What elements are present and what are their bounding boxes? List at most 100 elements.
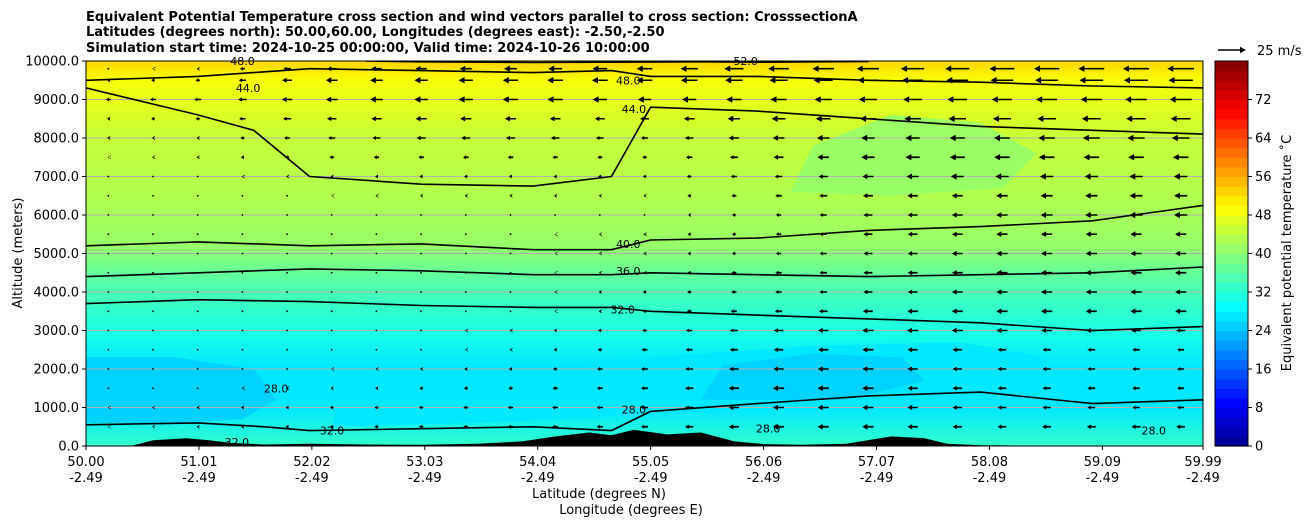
wind-vector bbox=[553, 367, 558, 371]
wind-vector bbox=[732, 213, 736, 217]
colorbar-label: Equivalent potential temperature ˚C bbox=[1279, 135, 1295, 371]
wind-vector bbox=[152, 405, 156, 410]
wind-vector bbox=[196, 348, 199, 351]
wind-vector bbox=[992, 115, 1011, 122]
wind-vector bbox=[772, 135, 785, 141]
wind-vector bbox=[1175, 231, 1187, 237]
wind-vector bbox=[420, 348, 422, 351]
wind-vector bbox=[418, 424, 424, 429]
colorbar-segment bbox=[1215, 186, 1248, 197]
wind-vector bbox=[196, 155, 200, 160]
colorbar-segment bbox=[1215, 330, 1248, 341]
wind-vector bbox=[509, 252, 512, 255]
wind-vector bbox=[1132, 405, 1140, 410]
y-tick-label: 0.0 bbox=[58, 440, 79, 455]
wind-vector bbox=[283, 116, 292, 121]
wind-vector bbox=[463, 386, 468, 391]
wind-vector bbox=[239, 66, 245, 71]
x-tick-label-lon: -2.49 bbox=[295, 471, 329, 486]
wind-vector bbox=[241, 424, 244, 429]
wind-vector bbox=[949, 154, 965, 161]
wind-vector bbox=[775, 232, 782, 237]
wind-vector bbox=[1128, 154, 1144, 161]
colorbar-tick-label: 64 bbox=[1255, 132, 1272, 147]
wind-vector bbox=[729, 328, 738, 333]
chart-title-line-2: Latitudes (degrees north): 50.00,60.00, … bbox=[86, 25, 665, 40]
colorbar-segment bbox=[1215, 89, 1248, 101]
wind-vector bbox=[686, 328, 693, 333]
contour-label: 28.0 bbox=[264, 382, 289, 395]
wind-vector bbox=[996, 327, 1008, 334]
wind-vector bbox=[1038, 154, 1055, 161]
wind-vector bbox=[775, 290, 782, 294]
y-axis: 0.0 1000.0 2000.0 3000.0 4000.0 5000.0 6000.0 7… bbox=[25, 55, 86, 455]
colorbar-segment bbox=[1215, 388, 1248, 399]
wind-vector bbox=[329, 155, 335, 160]
x-tick-label-lat: 56.06 bbox=[745, 455, 782, 470]
contour-label: 40.0 bbox=[616, 238, 641, 251]
wind-vector bbox=[196, 194, 199, 197]
wind-vector bbox=[1034, 65, 1060, 72]
wind-vector bbox=[552, 155, 558, 160]
wind-vector bbox=[371, 116, 382, 122]
wind-vector bbox=[196, 233, 199, 236]
wind-vector bbox=[858, 96, 877, 103]
colorbar-segment bbox=[1215, 301, 1248, 312]
wind-vector bbox=[552, 424, 558, 429]
x-tick-label-lon: -2.49 bbox=[860, 471, 894, 486]
wind-vector bbox=[1132, 367, 1140, 371]
wind-vector bbox=[283, 66, 291, 71]
wind-vector bbox=[548, 65, 563, 72]
wind-vector bbox=[107, 329, 110, 332]
wind-vector bbox=[598, 193, 602, 198]
wind-vector bbox=[374, 405, 379, 410]
wind-vector bbox=[554, 309, 558, 314]
wind-vector bbox=[196, 329, 199, 332]
wind-vector bbox=[906, 173, 919, 180]
wind-vector bbox=[330, 310, 333, 313]
wind-vector bbox=[775, 193, 782, 198]
x-axis-label-secondary: Longitude (degrees E) bbox=[559, 503, 703, 518]
wind-vector bbox=[684, 405, 694, 410]
wind-vector bbox=[724, 65, 744, 72]
quiver-key-arrow bbox=[1218, 46, 1246, 54]
wind-vector bbox=[1086, 424, 1096, 429]
wind-vector bbox=[726, 96, 742, 103]
wind-vector bbox=[325, 96, 338, 103]
wind-vector bbox=[949, 134, 965, 142]
wind-vector bbox=[1174, 192, 1188, 199]
wind-vector bbox=[328, 136, 336, 140]
wind-vector bbox=[1085, 192, 1098, 199]
wind-vector bbox=[420, 329, 422, 332]
wind-vector bbox=[420, 214, 422, 216]
wind-vector bbox=[1175, 289, 1187, 295]
wind-vector bbox=[195, 78, 200, 83]
quiver-key-arrow-shape bbox=[1218, 46, 1246, 54]
wind-vector bbox=[194, 97, 202, 102]
wind-vector bbox=[284, 136, 290, 140]
contour-label: 44.0 bbox=[622, 103, 647, 116]
wind-vector bbox=[286, 174, 290, 179]
colorbar-segment bbox=[1215, 320, 1248, 332]
contour-label: 44.0 bbox=[236, 82, 261, 95]
wind-vector bbox=[598, 214, 601, 216]
wind-vector bbox=[860, 115, 876, 122]
wind-vector bbox=[730, 309, 737, 314]
wind-vector bbox=[329, 405, 334, 410]
wind-vector bbox=[1042, 424, 1052, 429]
wind-vector bbox=[1080, 96, 1102, 103]
contour-label: 28.0 bbox=[622, 403, 647, 416]
wind-vector bbox=[907, 193, 918, 199]
wind-vector bbox=[1085, 211, 1098, 219]
wind-vector bbox=[420, 233, 422, 236]
wind-vector bbox=[641, 136, 648, 140]
wind-vector bbox=[996, 289, 1008, 295]
y-axis-label: Altitude (meters) bbox=[11, 198, 26, 309]
wind-vector bbox=[862, 308, 873, 314]
wind-vector bbox=[1132, 386, 1140, 391]
wind-vector bbox=[951, 212, 963, 218]
wind-vector bbox=[1131, 328, 1141, 333]
colorbar-segment bbox=[1215, 176, 1248, 187]
wind-vector bbox=[419, 386, 423, 391]
wind-vector bbox=[769, 77, 788, 84]
